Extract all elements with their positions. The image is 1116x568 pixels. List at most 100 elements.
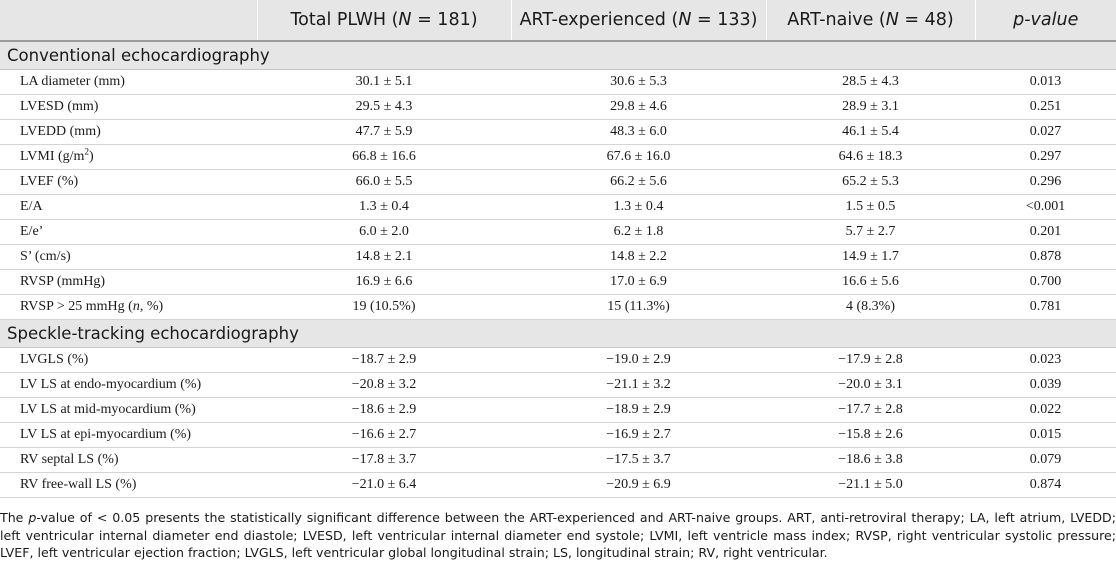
row-label: LV LS at mid-myocardium (%) [0, 397, 257, 423]
table-row: RVSP (mmHg) 16.9 ± 6.6 17.0 ± 6.9 16.6 ± 5.… [0, 269, 1116, 295]
value-art-experienced: 6.2 ± 1.8 [511, 219, 766, 245]
value-art-naive: 5.7 ± 2.7 [766, 219, 975, 245]
row-label: RVSP > 25 mmHg (n, %) [0, 294, 257, 320]
value-p: 0.023 [975, 347, 1116, 373]
value-p: 0.251 [975, 94, 1116, 120]
table-row: LV LS at epi-myocardium (%) −16.6 ± 2.7 −1… [0, 422, 1116, 448]
value-total: 30.1 ± 5.1 [257, 69, 511, 95]
row-label: LV LS at epi-myocardium (%) [0, 422, 257, 448]
row-label: LVESD (mm) [0, 94, 257, 120]
row-label: LVMI (g/m2) [0, 144, 257, 170]
value-art-experienced: −16.9 ± 2.7 [511, 422, 766, 448]
value-art-naive: 4 (8.3%) [766, 294, 975, 320]
value-art-experienced: −20.9 ± 6.9 [511, 472, 766, 498]
value-total: 16.9 ± 6.6 [257, 269, 511, 295]
row-label: RVSP (mmHg) [0, 269, 257, 295]
value-p: 0.039 [975, 372, 1116, 398]
value-art-experienced: −21.1 ± 3.2 [511, 372, 766, 398]
header-row: Total PLWH (N = 181) ART-experienced (N … [0, 0, 1116, 41]
value-total: 47.7 ± 5.9 [257, 119, 511, 145]
value-p: 0.878 [975, 244, 1116, 270]
row-label: LA diameter (mm) [0, 69, 257, 95]
value-total: 14.8 ± 2.1 [257, 244, 511, 270]
value-art-naive: 46.1 ± 5.4 [766, 119, 975, 145]
table-row: LV LS at mid-myocardium (%) −18.6 ± 2.9 −1… [0, 397, 1116, 423]
value-p: 0.201 [975, 219, 1116, 245]
row-label: E/A [0, 194, 257, 220]
value-art-experienced: 66.2 ± 5.6 [511, 169, 766, 195]
value-art-naive: 16.6 ± 5.6 [766, 269, 975, 295]
value-art-experienced: 30.6 ± 5.3 [511, 69, 766, 95]
row-label: LVEF (%) [0, 169, 257, 195]
value-art-experienced: −18.9 ± 2.9 [511, 397, 766, 423]
header-total: Total PLWH (N = 181) [256, 0, 511, 41]
value-p: 0.079 [975, 447, 1116, 473]
value-art-experienced: 1.3 ± 0.4 [511, 194, 766, 220]
value-total: 66.0 ± 5.5 [257, 169, 511, 195]
value-art-naive: 14.9 ± 1.7 [766, 244, 975, 270]
table-row: LA diameter (mm) 30.1 ± 5.1 30.6 ± 5.3 28.5… [0, 69, 1116, 95]
value-total: −16.6 ± 2.7 [257, 422, 511, 448]
table-row: LVMI (g/m2) 66.8 ± 16.6 67.6 ± 16.0 64.6 ± … [0, 144, 1116, 170]
value-total: 1.3 ± 0.4 [257, 194, 511, 220]
section-title: Speckle-tracking echocardiography [0, 319, 1116, 348]
header-art-experienced: ART-experienced (N = 133) [510, 0, 766, 41]
value-art-naive: −17.7 ± 2.8 [766, 397, 975, 423]
value-total: −17.8 ± 3.7 [257, 447, 511, 473]
value-art-naive: 65.2 ± 5.3 [766, 169, 975, 195]
row-label: S’ (cm/s) [0, 244, 257, 270]
value-art-naive: 1.5 ± 0.5 [766, 194, 975, 220]
section-header-row: Conventional echocardiography [0, 40, 1116, 70]
table-row: LVEDD (mm) 47.7 ± 5.9 48.3 ± 6.0 46.1 ± 5.4… [0, 119, 1116, 145]
table-row: LVGLS (%) −18.7 ± 2.9 −19.0 ± 2.9 −17.9 ± 2… [0, 347, 1116, 373]
value-art-experienced: 29.8 ± 4.6 [511, 94, 766, 120]
row-label: LVGLS (%) [0, 347, 257, 373]
value-art-naive: −20.0 ± 3.1 [766, 372, 975, 398]
value-art-experienced: −17.5 ± 3.7 [511, 447, 766, 473]
value-art-naive: 28.5 ± 4.3 [766, 69, 975, 95]
table-row: LVEF (%) 66.0 ± 5.5 66.2 ± 5.6 65.2 ± 5.3 0.… [0, 169, 1116, 195]
echocardiography-table: Total PLWH (N = 181) ART-experienced (N … [0, 0, 1116, 498]
value-total: −18.7 ± 2.9 [257, 347, 511, 373]
table-row: E/e’ 6.0 ± 2.0 6.2 ± 1.8 5.7 ± 2.7 0.201 [0, 219, 1116, 245]
value-art-experienced: 14.8 ± 2.2 [511, 244, 766, 270]
header-art-naive: ART-naive (N = 48) [765, 0, 975, 41]
row-label: RV septal LS (%) [0, 447, 257, 473]
value-p: 0.027 [975, 119, 1116, 145]
table-row: RV free-wall LS (%) −21.0 ± 6.4 −20.9 ± 6.… [0, 472, 1116, 498]
value-total: −21.0 ± 6.4 [257, 472, 511, 498]
row-label: E/e’ [0, 219, 257, 245]
table-row: RV septal LS (%) −17.8 ± 3.7 −17.5 ± 3.7 −1… [0, 447, 1116, 473]
value-p: 0.015 [975, 422, 1116, 448]
row-label: LV LS at endo-myocardium (%) [0, 372, 257, 398]
value-art-naive: −18.6 ± 3.8 [766, 447, 975, 473]
value-art-naive: 64.6 ± 18.3 [766, 144, 975, 170]
table-row: RVSP > 25 mmHg (n, %) 19 (10.5%) 15 (11.3%… [0, 294, 1116, 320]
section-title: Conventional echocardiography [0, 40, 1116, 70]
table-row: LVESD (mm) 29.5 ± 4.3 29.8 ± 4.6 28.9 ± 3.1… [0, 94, 1116, 120]
value-art-naive: 28.9 ± 3.1 [766, 94, 975, 120]
value-art-experienced: 17.0 ± 6.9 [511, 269, 766, 295]
value-p: 0.297 [975, 144, 1116, 170]
value-art-experienced: 67.6 ± 16.0 [511, 144, 766, 170]
value-total: −18.6 ± 2.9 [257, 397, 511, 423]
value-art-experienced: 15 (11.3%) [511, 294, 766, 320]
header-p-value: p-value [974, 0, 1116, 41]
table-row: S’ (cm/s) 14.8 ± 2.1 14.8 ± 2.2 14.9 ± 1.7 0… [0, 244, 1116, 270]
value-art-naive: −15.8 ± 2.6 [766, 422, 975, 448]
value-art-naive: −21.1 ± 5.0 [766, 472, 975, 498]
table-row: E/A 1.3 ± 0.4 1.3 ± 0.4 1.5 ± 0.5 <0.001 [0, 194, 1116, 220]
table-footnote: The p-value of < 0.05 presents the stati… [0, 510, 1116, 560]
value-total: 29.5 ± 4.3 [257, 94, 511, 120]
row-label: RV free-wall LS (%) [0, 472, 257, 498]
value-p: 0.022 [975, 397, 1116, 423]
row-label: LVEDD (mm) [0, 119, 257, 145]
value-p: 0.874 [975, 472, 1116, 498]
value-art-naive: −17.9 ± 2.8 [766, 347, 975, 373]
value-total: 6.0 ± 2.0 [257, 219, 511, 245]
header-blank [0, 0, 257, 41]
value-p: 0.700 [975, 269, 1116, 295]
value-total: 66.8 ± 16.6 [257, 144, 511, 170]
value-total: −20.8 ± 3.2 [257, 372, 511, 398]
value-art-experienced: −19.0 ± 2.9 [511, 347, 766, 373]
